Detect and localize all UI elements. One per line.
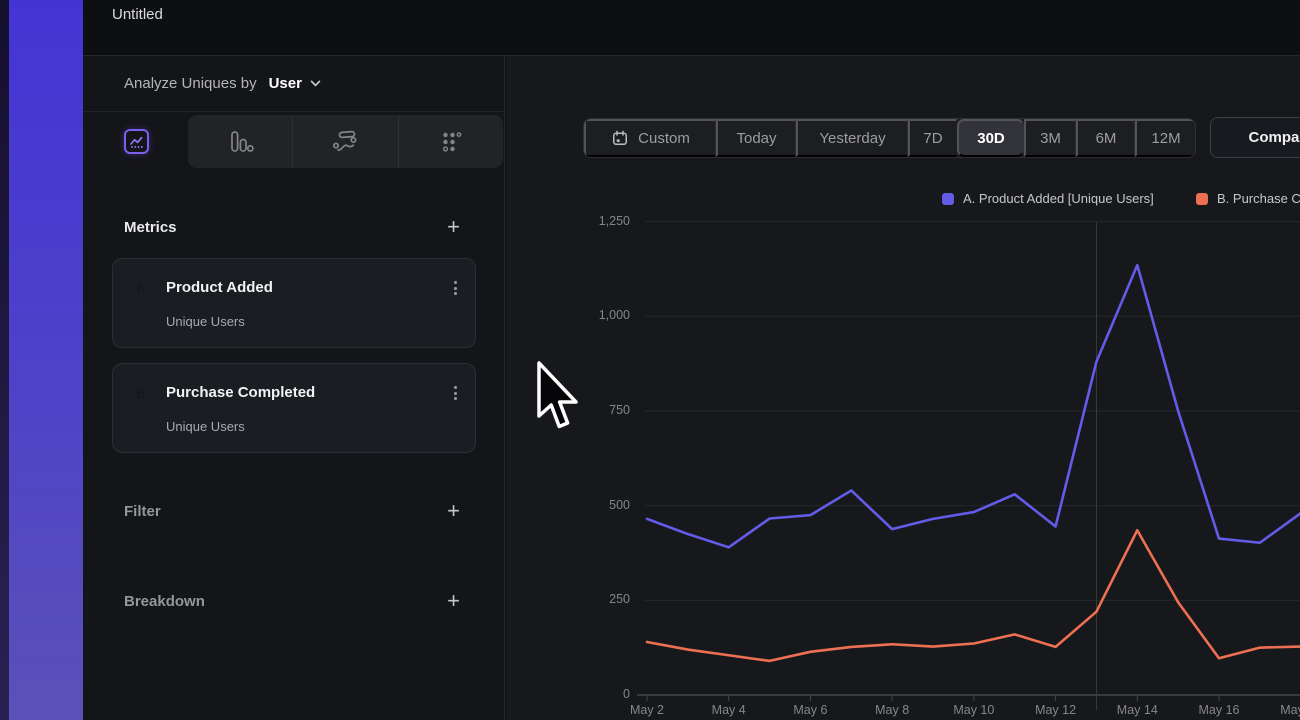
tab-retention[interactable]: [399, 115, 503, 168]
breakdown-section-header: Breakdown +: [83, 579, 504, 623]
metric-name: Product Added: [166, 279, 273, 296]
add-metric-button[interactable]: +: [447, 217, 460, 237]
range-today[interactable]: Today: [716, 119, 796, 157]
desktop-strip-edge: [0, 0, 9, 720]
breakdown-title: Breakdown: [124, 593, 205, 610]
insights-line-chart-icon: [128, 133, 145, 150]
analyze-header-row: Analyze Uniques by User: [83, 56, 504, 112]
funnels-bars-icon: [225, 127, 255, 157]
legend-item-a[interactable]: A. Product Added [Unique Users]: [942, 191, 1154, 206]
range-3m[interactable]: 3M: [1024, 119, 1076, 157]
metrics-title: Metrics: [124, 219, 177, 236]
range-7d[interactable]: 7D: [908, 119, 957, 157]
screen: Untitled Analyze Uniques by User: [0, 0, 1300, 720]
metric-badge-b: B: [129, 381, 153, 405]
metric-measurement[interactable]: Unique Users: [166, 419, 245, 434]
legend-swatch-b: [1196, 193, 1208, 205]
flows-waves-icon: [330, 127, 360, 157]
chevron-down-icon: [310, 80, 321, 87]
metric-options-button[interactable]: [450, 277, 461, 299]
calendar-icon: [611, 129, 629, 147]
tab-funnels[interactable]: [188, 115, 293, 168]
chart-area: Custom Today Yesterday 7D 30D 3M 6M 12M …: [506, 56, 1300, 720]
filter-title: Filter: [124, 503, 161, 520]
range-6m[interactable]: 6M: [1076, 119, 1135, 157]
report-title[interactable]: Untitled: [112, 6, 163, 23]
tab-flows[interactable]: [293, 115, 398, 168]
range-12m[interactable]: 12M: [1135, 119, 1195, 157]
date-range-control: Custom Today Yesterday 7D 30D 3M 6M 12M: [583, 118, 1196, 158]
metric-card-purchase-completed[interactable]: B Purchase Completed Unique Users: [112, 363, 476, 453]
report-titlebar: Untitled: [83, 0, 1300, 56]
add-filter-button[interactable]: +: [447, 501, 460, 521]
add-breakdown-button[interactable]: +: [447, 591, 460, 611]
legend-swatch-a: [942, 193, 954, 205]
inactive-tabs-strip: [188, 115, 503, 168]
metric-card-product-added[interactable]: A Product Added Unique Users: [112, 258, 476, 348]
analyze-label: Analyze Uniques by: [124, 75, 257, 92]
legend-item-b[interactable]: B. Purchase Completed [Unique Users]: [1196, 191, 1300, 206]
metric-measurement[interactable]: Unique Users: [166, 314, 245, 329]
metric-name: Purchase Completed: [166, 384, 315, 401]
range-yesterday[interactable]: Yesterday: [796, 119, 908, 157]
legend-label-b: B. Purchase Completed [Unique Users]: [1217, 191, 1300, 206]
retention-dots-icon: [436, 127, 466, 157]
chart-type-tabs: [83, 113, 504, 170]
query-builder-panel: Analyze Uniques by User: [83, 56, 505, 720]
metrics-section-header: Metrics +: [83, 205, 504, 249]
metric-badge-a: A: [129, 276, 153, 300]
filter-section-header: Filter +: [83, 489, 504, 533]
legend-label-a: A. Product Added [Unique Users]: [963, 191, 1154, 206]
compare-button[interactable]: Compare: [1210, 117, 1300, 158]
range-custom[interactable]: Custom: [584, 119, 716, 157]
analyze-by-value: User: [269, 75, 302, 92]
analyze-by-dropdown[interactable]: User: [269, 75, 321, 92]
analytics-app-window: Untitled Analyze Uniques by User: [83, 0, 1300, 720]
tab-insights-selected[interactable]: [124, 129, 149, 154]
desktop-gradient-strip: [0, 0, 83, 720]
range-30d-selected[interactable]: 30D: [957, 119, 1024, 157]
metric-options-button[interactable]: [450, 382, 461, 404]
